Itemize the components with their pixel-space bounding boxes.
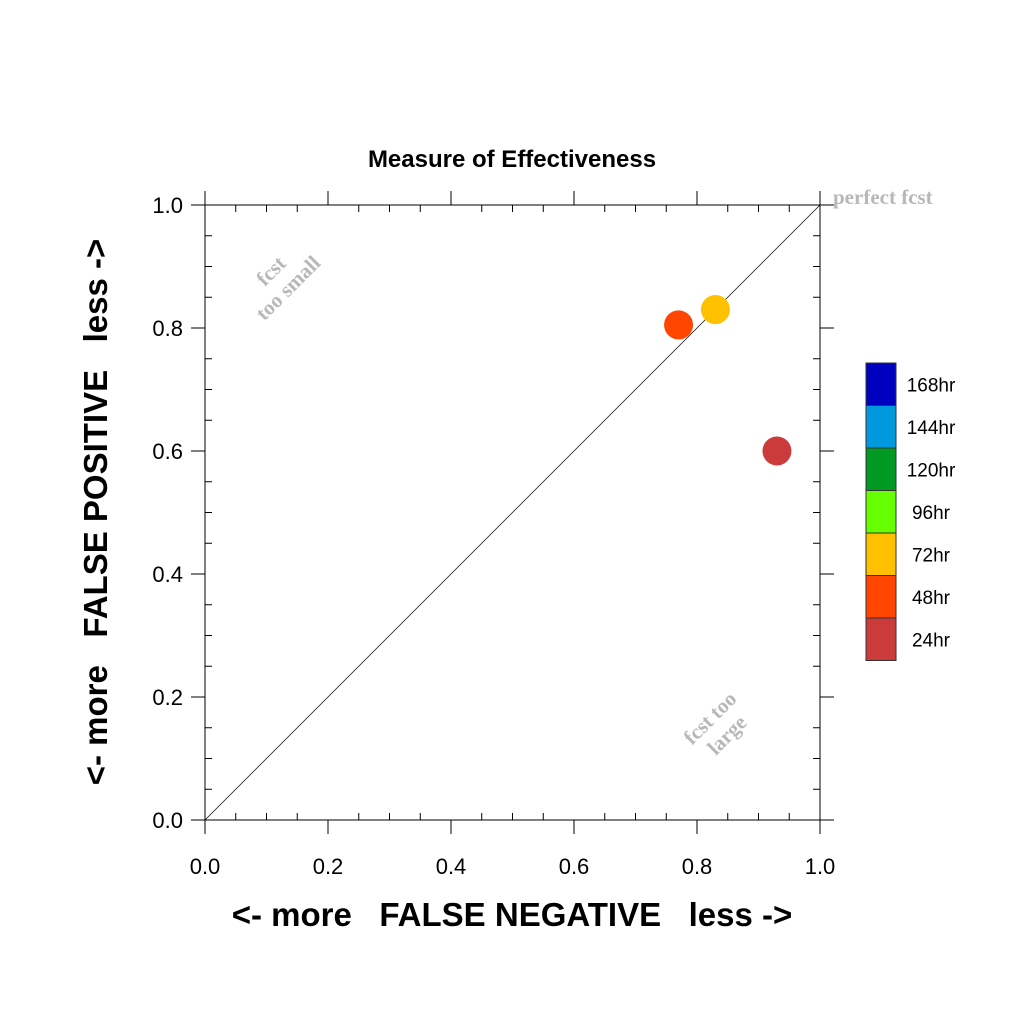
annotation-fcst-too-small: fcst too small [251, 251, 325, 325]
legend-label-120hr: 120hr [907, 460, 956, 481]
x-tick-label: 0.0 [190, 854, 221, 879]
legend-label-72hr: 72hr [912, 545, 951, 566]
legend-label-24hr: 24hr [912, 630, 951, 651]
legend-swatch-144hr [865, 405, 897, 449]
legend-swatch-168hr [865, 362, 897, 406]
legend-label-96hr: 96hr [912, 503, 951, 524]
legend-label-144hr: 144hr [907, 418, 956, 439]
legend-swatch-120hr [865, 447, 897, 491]
legend-swatch-72hr [865, 532, 897, 576]
y-tick-labels: 0.0 0.2 0.4 0.6 0.8 1.0 [152, 193, 183, 833]
y-tick-label: 0.0 [152, 808, 183, 833]
x-tick-label: 1.0 [805, 854, 836, 879]
x-tick-labels: 0.0 0.2 0.4 0.6 0.8 1.0 [190, 854, 836, 879]
legend-label-48hr: 48hr [912, 588, 951, 609]
x-axis-title: <- more FALSE NEGATIVE less -> [232, 896, 793, 933]
y-tick-label: 0.2 [152, 685, 183, 710]
y-tick-label: 0.6 [152, 439, 183, 464]
annotation-perfect-fcst: perfect fcst [833, 185, 933, 209]
x-tick-label: 0.8 [682, 854, 713, 879]
x-tick-label: 0.4 [436, 854, 467, 879]
axis-ticks [191, 191, 834, 834]
legend-swatch-96hr [865, 490, 897, 534]
chart-title: Measure of Effectiveness [368, 146, 656, 173]
legend-label-168hr: 168hr [907, 375, 956, 396]
x-tick-label: 0.6 [559, 854, 590, 879]
data-points [664, 295, 792, 466]
x-tick-label: 0.2 [313, 854, 344, 879]
y-tick-label: 0.8 [152, 316, 183, 341]
y-tick-label: 0.4 [152, 562, 183, 587]
legend-swatch-24hr [865, 617, 897, 661]
data-point-48hr [664, 310, 694, 340]
annotation-fcst-too-large: fcst too large [679, 687, 752, 760]
y-axis-title: <- more FALSE POSITIVE less -> [77, 239, 114, 786]
data-point-24hr [762, 436, 792, 466]
legend-swatch-48hr [865, 575, 897, 619]
y-tick-label: 1.0 [152, 193, 183, 218]
legend: 168hr 144hr 120hr 96hr 72hr 48hr 24hr [865, 362, 956, 661]
data-point-72hr [700, 295, 730, 325]
